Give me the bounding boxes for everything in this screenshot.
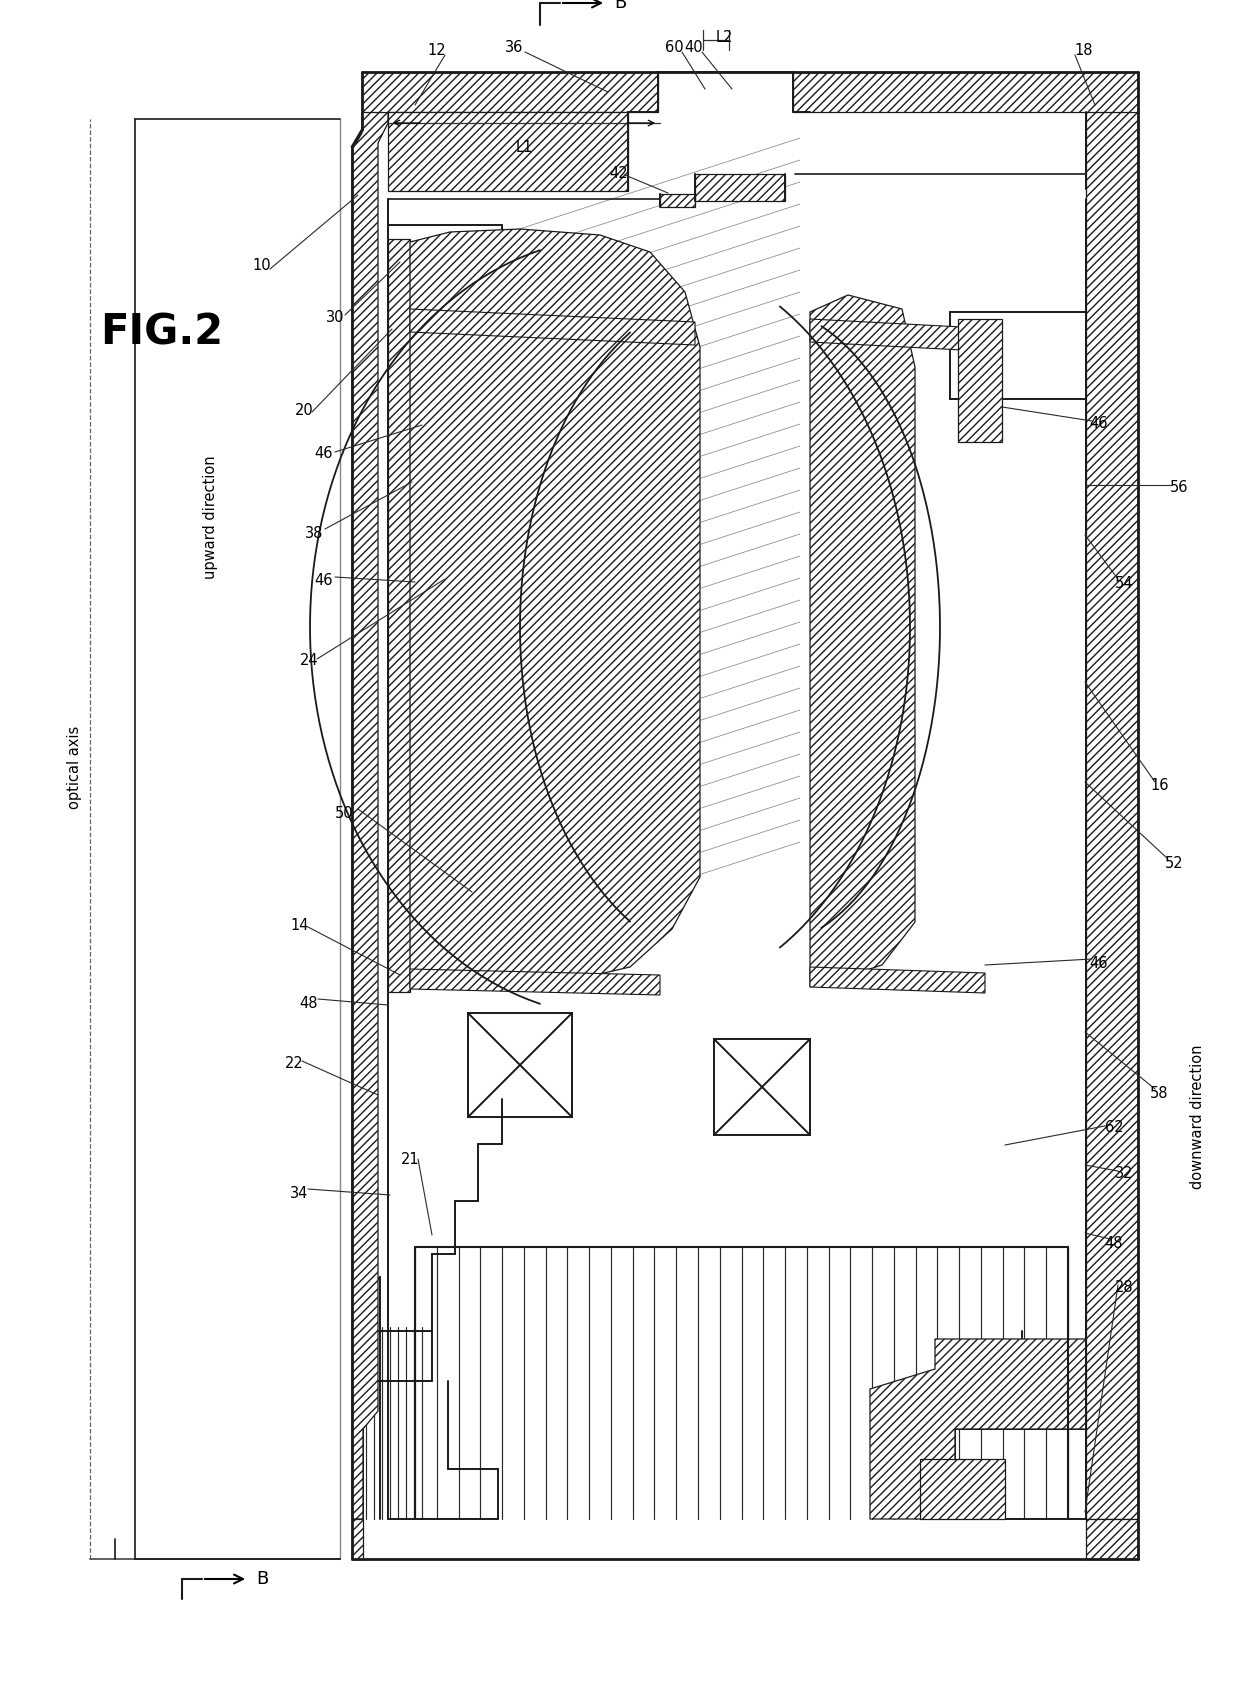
Polygon shape [810, 295, 915, 987]
Polygon shape [870, 1339, 1086, 1518]
Text: 30: 30 [326, 309, 345, 324]
Text: 34: 34 [290, 1186, 309, 1201]
Text: 22: 22 [285, 1056, 304, 1071]
Polygon shape [362, 73, 658, 111]
Polygon shape [959, 319, 1002, 442]
Text: 46: 46 [1090, 955, 1109, 970]
Text: 32: 32 [1115, 1166, 1133, 1181]
Text: 18: 18 [1075, 42, 1094, 57]
Text: 60: 60 [665, 39, 683, 54]
Polygon shape [660, 194, 694, 208]
Text: upward direction: upward direction [202, 455, 217, 579]
Text: 48: 48 [1105, 1235, 1123, 1250]
Text: 10: 10 [253, 258, 272, 273]
Text: 46: 46 [315, 572, 334, 587]
Polygon shape [410, 309, 694, 346]
Polygon shape [352, 1518, 363, 1559]
Text: 46: 46 [315, 445, 334, 461]
Text: L2: L2 [715, 29, 733, 44]
Text: 54: 54 [1115, 575, 1133, 590]
Text: 14: 14 [290, 918, 309, 933]
Text: 38: 38 [305, 525, 324, 540]
Polygon shape [415, 1247, 1068, 1518]
Polygon shape [794, 73, 1138, 189]
Text: FIG.2: FIG.2 [100, 310, 223, 353]
Text: 21: 21 [401, 1152, 419, 1167]
Text: 58: 58 [1149, 1085, 1168, 1100]
Polygon shape [810, 319, 999, 353]
Polygon shape [352, 111, 388, 1518]
Polygon shape [1086, 1518, 1138, 1559]
Text: 16: 16 [1151, 778, 1169, 793]
Text: 62: 62 [1105, 1120, 1123, 1134]
Text: optical axis: optical axis [67, 725, 83, 808]
Text: 48: 48 [300, 995, 319, 1011]
Polygon shape [410, 229, 701, 987]
Text: 50: 50 [335, 805, 353, 820]
Polygon shape [1086, 111, 1138, 1518]
Text: 24: 24 [300, 653, 319, 668]
Text: 40: 40 [684, 39, 703, 54]
Text: 46: 46 [1090, 415, 1109, 430]
Text: 56: 56 [1169, 479, 1188, 494]
Polygon shape [410, 968, 660, 995]
Polygon shape [388, 115, 1078, 1559]
Polygon shape [388, 240, 410, 992]
Text: B: B [614, 0, 626, 12]
Polygon shape [694, 174, 785, 201]
Text: 42: 42 [610, 165, 629, 181]
Text: B: B [255, 1571, 268, 1587]
Polygon shape [388, 111, 627, 191]
Text: 12: 12 [428, 42, 446, 57]
Text: 52: 52 [1164, 855, 1183, 870]
Text: 36: 36 [505, 39, 523, 54]
Polygon shape [920, 1459, 1004, 1518]
Text: 20: 20 [295, 403, 314, 417]
Text: L1: L1 [516, 140, 533, 155]
Text: 28: 28 [1115, 1279, 1133, 1294]
Text: downward direction: downward direction [1190, 1044, 1205, 1189]
Polygon shape [810, 967, 985, 994]
